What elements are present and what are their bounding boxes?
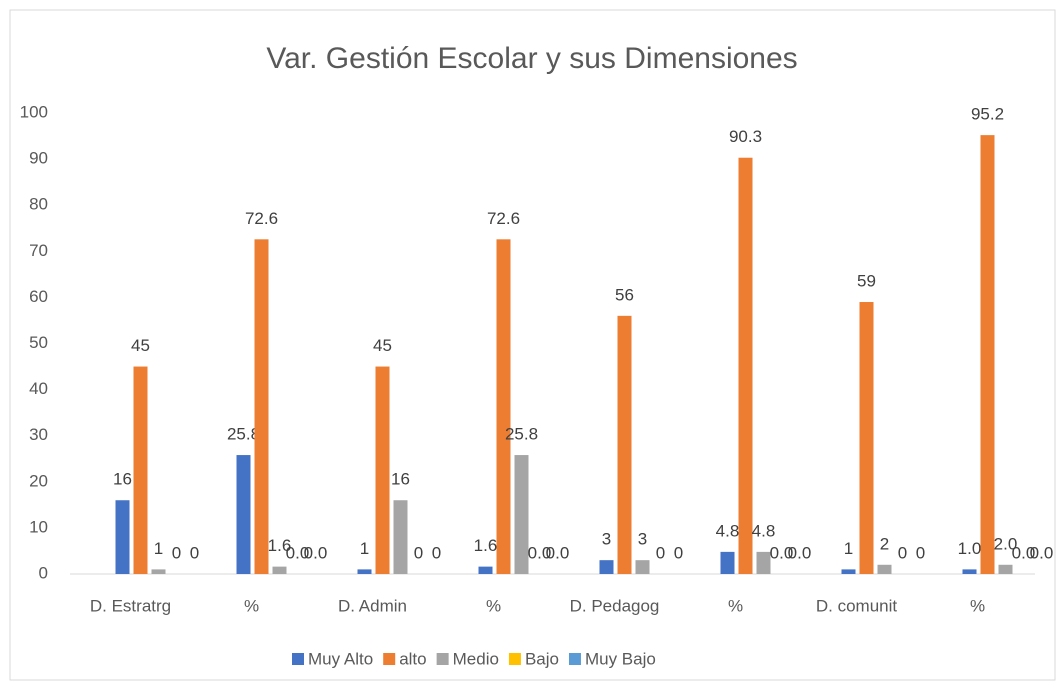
legend-label: Muy Alto [308,649,373,668]
bar [720,551,735,574]
value-label: 0 [674,543,683,562]
value-label: 0 [898,543,907,562]
value-label: 95.2 [971,105,1004,124]
value-label: 0 [432,543,441,562]
legend-swatch [383,653,396,665]
y-tick-label: 80 [29,195,48,214]
value-label: 72.6 [487,209,520,228]
value-label: 0.0 [770,543,794,562]
value-label: 59 [857,271,876,290]
bar [635,560,650,574]
x-tick-label: D. comunit [816,596,898,615]
y-tick-label: 0 [39,563,48,582]
value-label: 1.6 [474,536,498,555]
x-tick-label: % [486,596,501,615]
value-label: 0 [190,543,199,562]
bar [859,302,874,574]
value-label: 1 [154,539,163,558]
legend-swatch [508,653,521,665]
y-tick-label: 20 [29,471,48,490]
bar [738,157,753,575]
x-tick-label: % [728,596,743,615]
bar [496,239,511,574]
chart-title: Var. Gestión Escolar y sus Dimensiones [266,42,797,75]
bar [393,500,408,574]
value-label: 3 [602,530,611,549]
value-label: 0 [656,543,665,562]
value-label: 72.6 [245,209,278,228]
x-tick-label: D. Estratrg [90,596,171,615]
bar [133,366,148,574]
value-label: 45 [373,336,392,355]
bar [998,564,1013,574]
y-tick-label: 40 [29,379,48,398]
value-label: 16 [391,470,410,489]
bar [756,551,771,574]
value-label: 0.0 [546,543,570,562]
y-tick-label: 100 [20,102,48,121]
legend-label: alto [399,649,426,668]
value-label: 25.8 [505,425,538,444]
value-label: 90.3 [729,127,762,146]
legend-label: Muy Bajo [585,649,656,668]
bar [151,569,166,574]
value-label: 0.0 [1030,543,1054,562]
y-tick-label: 10 [29,517,48,536]
value-label: 1.6 [268,536,292,555]
bar [599,560,614,574]
legend-label: Bajo [525,649,559,668]
bar [236,455,251,574]
y-tick-label: 50 [29,333,48,352]
bar [254,239,269,574]
value-label: 4.8 [716,521,740,540]
bar [617,315,632,574]
value-label: 4.8 [752,521,776,540]
bar [514,455,529,574]
value-label: 0.0 [1012,543,1036,562]
bar [877,564,892,574]
chart-frame [9,9,1056,681]
legend-label: Medio [453,649,499,668]
y-tick-label: 60 [29,287,48,306]
value-label: 3 [638,530,647,549]
value-label: 0.0 [304,543,328,562]
value-label: 1 [844,539,853,558]
legend-swatch [436,653,449,665]
y-tick-label: 30 [29,425,48,444]
legend-swatch [568,653,581,665]
bar [272,566,287,574]
value-label: 1.0 [958,539,982,558]
bar [841,569,856,574]
bar [980,135,995,575]
bar [478,566,493,574]
bar [962,569,977,574]
value-label: 0.0 [528,543,552,562]
value-label: 0.0 [286,543,310,562]
value-label: 1 [360,539,369,558]
value-label: 0 [414,543,423,562]
value-label: 0 [916,543,925,562]
x-tick-label: D. Pedagog [570,596,660,615]
value-label: 2 [880,534,889,553]
bar [115,500,130,574]
value-label: 45 [131,336,150,355]
value-label: 0 [172,543,181,562]
value-label: 56 [615,285,634,304]
x-tick-label: % [970,596,985,615]
bar [375,366,390,574]
value-label: 25.8 [227,425,260,444]
x-tick-label: D. Admin [338,596,407,615]
legend-swatch [292,653,304,665]
y-tick-label: 70 [29,241,48,260]
value-label: 0.0 [788,543,812,562]
x-tick-label: % [244,596,259,615]
y-tick-label: 90 [29,149,48,168]
value-label: 2.0 [994,534,1018,553]
value-label: 16 [113,470,132,489]
bar [357,569,372,574]
